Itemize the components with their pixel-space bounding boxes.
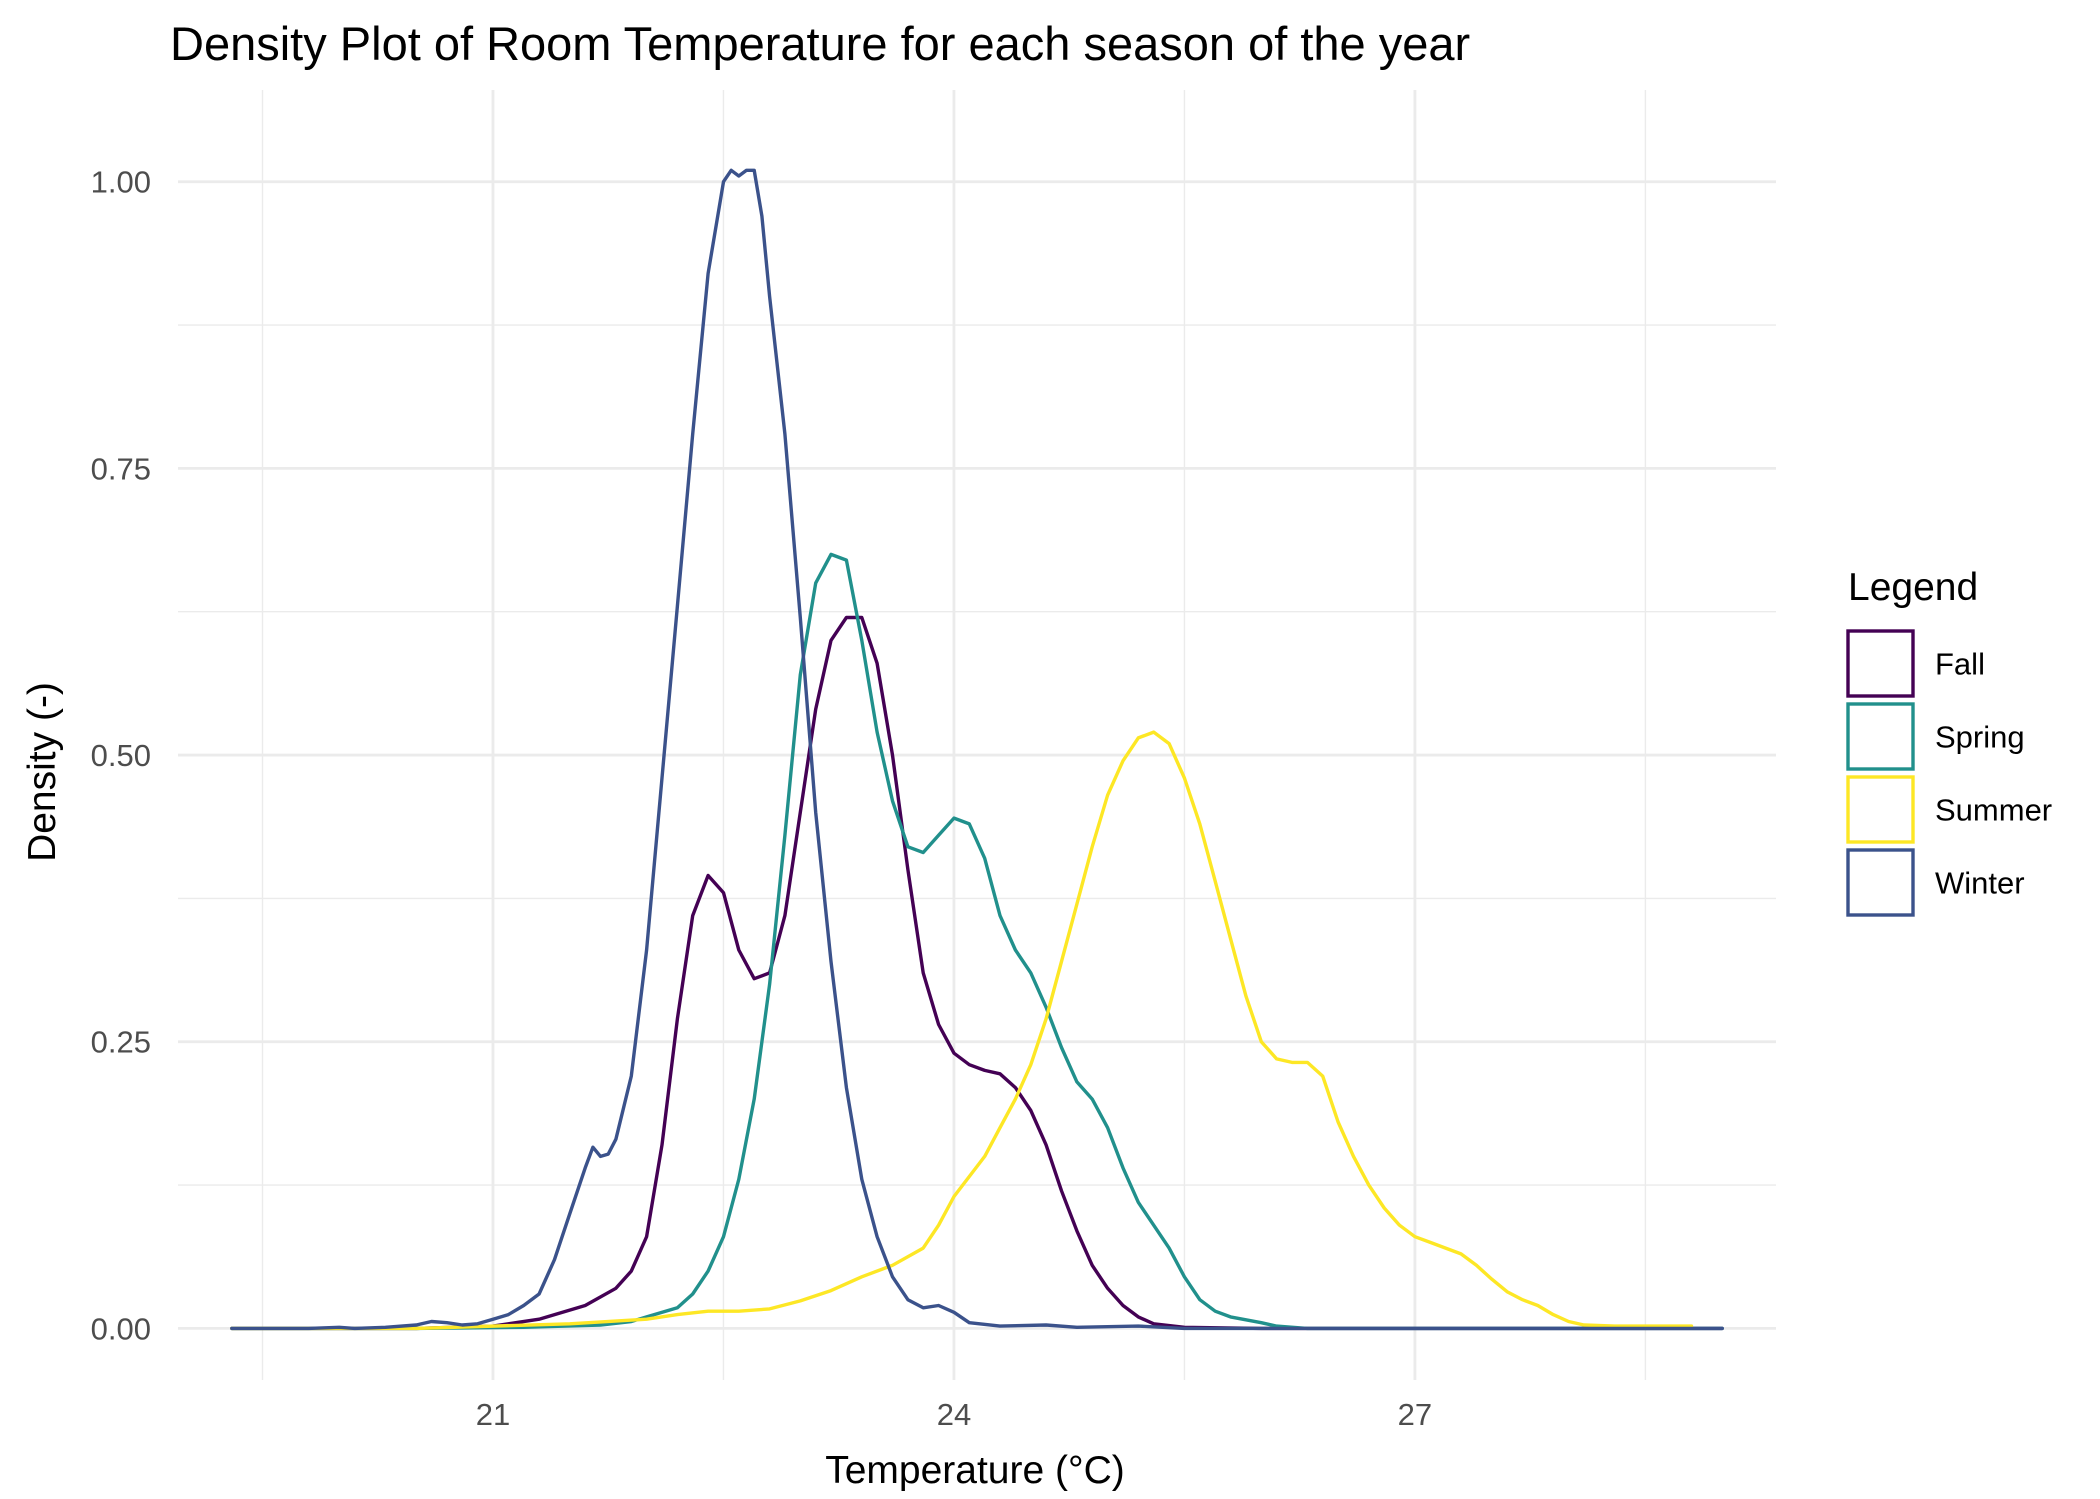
y-tick-label: 0.25 <box>91 1025 151 1060</box>
y-axis-title: Density (-) <box>21 682 64 862</box>
x-tick-label: 27 <box>1398 1397 1432 1432</box>
y-tick-label: 0.50 <box>91 738 151 773</box>
x-tick-label: 24 <box>937 1397 971 1432</box>
legend-key-spring <box>1846 702 1915 771</box>
legend-label-fall: Fall <box>1935 647 1985 682</box>
legend-entries: Fall Spring Summer Winter <box>1846 629 2052 917</box>
series-line-winter <box>230 168 1724 1331</box>
legend-title: Legend <box>1848 566 1978 609</box>
y-tick-label: 0.75 <box>91 451 151 486</box>
legend-label-spring: Spring <box>1935 720 2025 755</box>
chart-title: Density Plot of Room Temperature for eac… <box>170 17 1470 70</box>
legend-key-summer <box>1846 775 1915 844</box>
legend-label-winter: Winter <box>1935 866 2025 901</box>
legend-key-winter <box>1846 848 1915 917</box>
series-line-summer <box>230 730 1694 1331</box>
series-line-spring <box>230 552 1724 1331</box>
legend-key-fall <box>1846 629 1915 698</box>
x-axis-tick-labels: 21 24 27 <box>476 1397 1432 1432</box>
x-axis-title: Temperature (°C) <box>825 1449 1125 1492</box>
series-lines <box>230 168 1724 1331</box>
series-line-fall <box>230 615 1724 1331</box>
y-axis-tick-labels: 0.00 0.25 0.50 0.75 1.00 <box>91 165 151 1347</box>
legend-label-summer: Summer <box>1935 793 2052 828</box>
y-tick-label: 1.00 <box>91 165 151 200</box>
y-tick-label: 0.00 <box>91 1311 151 1346</box>
grid-lines <box>178 90 1776 1380</box>
x-tick-label: 21 <box>476 1397 510 1432</box>
legend: Legend Fall Spring Summer Winter <box>1846 566 2052 917</box>
